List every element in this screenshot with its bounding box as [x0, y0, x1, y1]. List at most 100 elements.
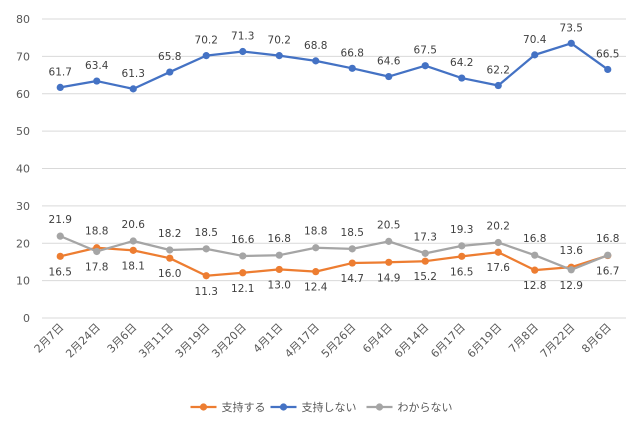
x-tick-label: 4月1日 — [251, 321, 286, 356]
y-tick-label: 80 — [16, 13, 30, 26]
data-label: 16.6 — [231, 234, 255, 246]
data-label: 17.8 — [85, 261, 108, 273]
data-label: 18.8 — [304, 226, 327, 238]
x-tick-label: 3月19日 — [173, 321, 213, 361]
data-label: 14.9 — [377, 272, 400, 284]
legend: 支持する 支持しない わからない — [190, 400, 453, 414]
x-tick-label: 6月17日 — [428, 321, 468, 361]
data-point — [93, 247, 101, 256]
data-point — [166, 246, 174, 254]
x-tick-label: 5月26日 — [319, 321, 359, 361]
data-label: 67.5 — [414, 45, 437, 57]
data-label: 16.8 — [523, 233, 546, 245]
y-tick-label: 40 — [16, 163, 30, 176]
data-point — [312, 57, 320, 65]
data-label: 16.7 — [596, 266, 619, 278]
data-label: 12.4 — [304, 282, 328, 294]
data-point — [275, 52, 283, 60]
series-lines — [56, 39, 612, 280]
series-line — [59, 235, 609, 271]
data-point — [93, 77, 101, 85]
legend-marker — [199, 403, 208, 411]
data-point — [239, 47, 247, 56]
data-point — [531, 266, 539, 274]
data-point — [166, 68, 174, 76]
data-label: 20.5 — [377, 219, 400, 231]
data-label: 13.6 — [560, 245, 584, 257]
legend-marker — [375, 403, 384, 411]
data-point — [129, 237, 137, 245]
data-point — [312, 244, 320, 252]
data-point — [531, 51, 539, 59]
data-label: 18.5 — [341, 227, 364, 239]
data-point — [202, 52, 210, 60]
data-point — [531, 251, 539, 259]
data-point — [494, 81, 502, 90]
data-point — [604, 251, 612, 259]
x-tick-label: 3月6日 — [105, 321, 140, 356]
data-label: 16.8 — [596, 233, 619, 245]
x-tick-label: 7月8日 — [506, 321, 541, 356]
data-label: 20.6 — [122, 219, 146, 231]
data-label: 71.3 — [231, 31, 254, 43]
data-point — [494, 248, 502, 256]
data-label: 11.3 — [195, 286, 218, 298]
data-point — [202, 245, 210, 253]
data-label: 18.1 — [122, 260, 145, 272]
y-tick-label: 70 — [16, 50, 30, 63]
data-label: 70.4 — [523, 34, 547, 46]
data-label: 65.8 — [158, 51, 181, 63]
data-point — [275, 251, 283, 259]
data-label: 14.7 — [341, 273, 364, 285]
data-point — [202, 272, 210, 280]
x-tick-label: 6月14日 — [392, 321, 432, 361]
x-tick-label: 6月4日 — [360, 321, 395, 356]
series-line — [60, 42, 609, 91]
y-tick-label: 20 — [16, 237, 30, 250]
data-point — [275, 265, 283, 274]
data-point — [567, 39, 575, 47]
data-label: 15.2 — [414, 271, 437, 283]
data-label: 17.6 — [487, 262, 511, 274]
data-point — [385, 72, 393, 81]
data-point — [494, 238, 502, 247]
data-point — [56, 252, 64, 260]
x-tick-label: 3月20日 — [209, 321, 249, 361]
x-tick-label: 8月6日 — [579, 321, 614, 356]
legend-label: わからない — [398, 401, 453, 414]
data-point — [604, 65, 612, 74]
data-point — [129, 246, 137, 254]
data-point — [239, 269, 247, 277]
series-line — [59, 246, 609, 277]
y-tick-label: 50 — [16, 125, 30, 138]
data-label: 16.0 — [158, 268, 181, 280]
data-label: 64.6 — [377, 56, 401, 68]
data-label: 73.5 — [560, 22, 583, 34]
data-point — [348, 245, 356, 253]
data-point — [166, 254, 174, 262]
data-point — [239, 252, 247, 260]
data-point — [56, 232, 64, 240]
data-point — [458, 74, 466, 82]
data-labels: 16.5 18.8 18.1 16.0 11.3 12.1 13.0 12.4 14.7 14.9… — [49, 22, 620, 297]
legend-marker — [279, 403, 288, 411]
data-label: 19.3 — [450, 224, 473, 236]
data-point — [348, 64, 356, 72]
data-point — [421, 257, 429, 265]
data-label: 20.2 — [487, 221, 510, 233]
data-label: 66.5 — [596, 48, 619, 60]
data-label: 12.1 — [231, 283, 254, 295]
data-point — [458, 252, 466, 260]
data-point — [129, 85, 137, 93]
x-tick-label: 3月11日 — [136, 321, 176, 361]
data-label: 12.8 — [523, 280, 546, 292]
data-point — [385, 258, 393, 266]
data-point — [421, 62, 429, 70]
data-label: 16.5 — [450, 266, 473, 278]
data-label: 17.3 — [414, 231, 437, 243]
data-point — [348, 259, 356, 267]
data-label: 18.5 — [195, 227, 218, 239]
data-label: 63.4 — [85, 60, 109, 72]
